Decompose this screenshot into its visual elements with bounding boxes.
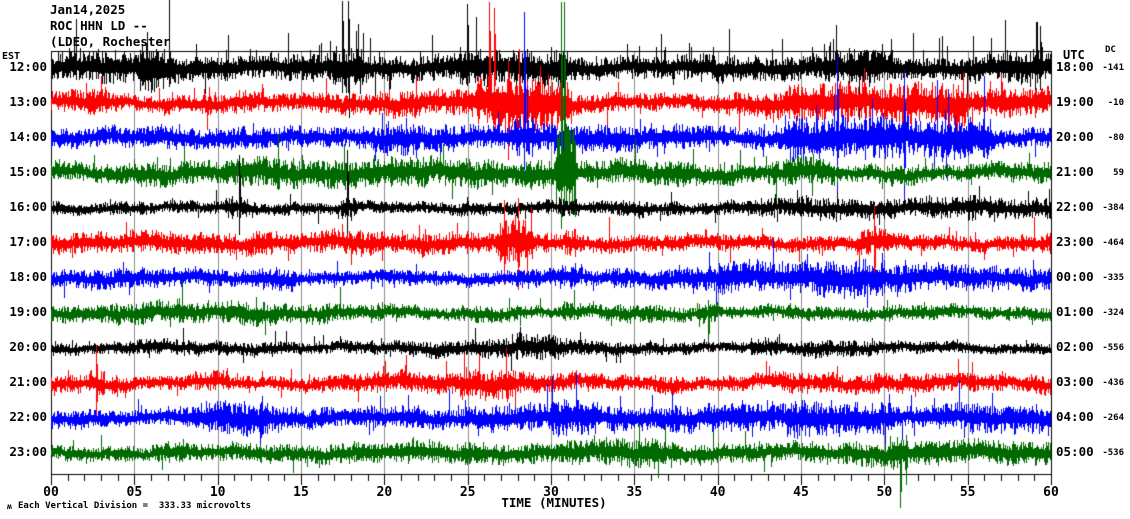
webicorder-display: Jan14,2025 ROC HHN LD -- (LDEO, Rocheste… [0,0,1130,519]
seismogram-canvas [0,0,1130,519]
